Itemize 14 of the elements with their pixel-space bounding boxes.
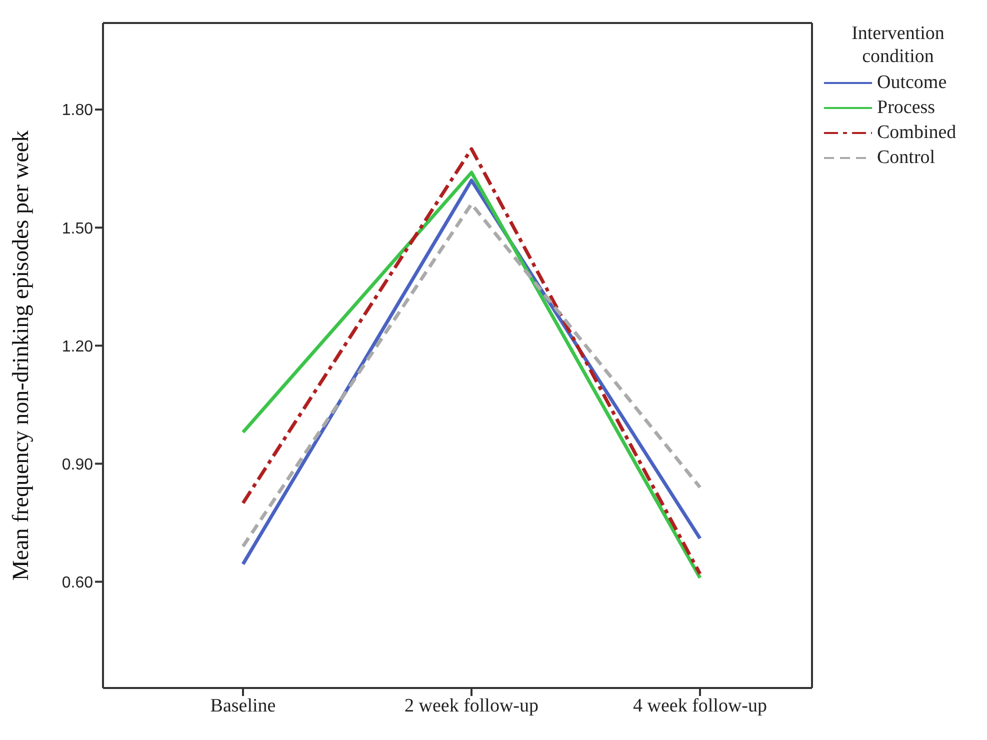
y-tick-label: 0.90 [62, 456, 94, 474]
y-tick-label: 1.80 [62, 102, 94, 120]
x-tick-label: Baseline [210, 695, 276, 716]
y-tick-label: 1.50 [62, 220, 94, 238]
x-tick-label: 2 week follow-up [404, 695, 539, 716]
legend-title: Intervention condition [850, 22, 946, 68]
legend-label: Combined [877, 122, 956, 144]
x-tick-label: 4 week follow-up [632, 695, 768, 716]
legend-label: Process [877, 96, 936, 118]
y-tick-label: 0.60 [62, 574, 94, 592]
y-tick-label: 1.20 [62, 338, 94, 356]
y-axis-title: Mean frequency non-drinking episodes per week [8, 130, 34, 581]
legend-label: Control [877, 146, 936, 168]
legend-label: Outcome [877, 72, 947, 94]
